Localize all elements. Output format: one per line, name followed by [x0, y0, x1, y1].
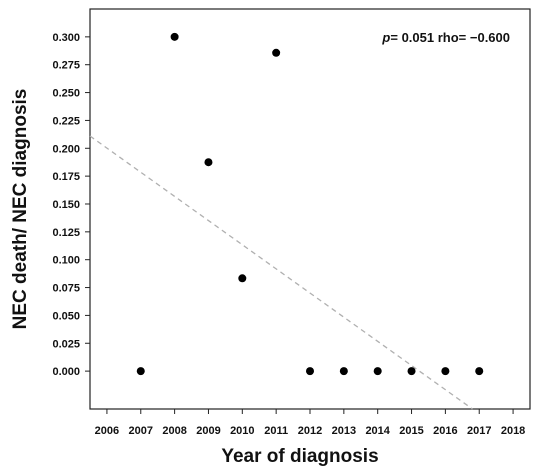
x-axis: 2006 2007 2008 2009 2010 2011 2012 2013 2014 2015…: [95, 409, 525, 437]
x-tick-label: 2018: [501, 425, 525, 437]
x-tick-label: 2012: [298, 425, 322, 437]
trend-line: [89, 135, 473, 410]
y-tick-label: 0.100: [52, 255, 80, 267]
data-point: [339, 367, 348, 376]
data-point: [136, 367, 145, 376]
y-tick-label: 0.025: [52, 338, 80, 350]
x-tick-label: 2017: [467, 425, 491, 437]
plot-frame: [89, 8, 531, 410]
stats-annotation: p= 0.051 rho= −0.600: [381, 30, 510, 45]
data-point: [441, 367, 450, 376]
x-tick-label: 2006: [95, 425, 119, 437]
plot-area: [89, 8, 531, 410]
y-tick-label: 0.275: [52, 60, 80, 72]
p-symbol: p: [381, 30, 390, 45]
stats-text: = 0.051 rho= −0.600: [390, 30, 510, 45]
x-tick-label: 2007: [129, 425, 153, 437]
data-points: [136, 32, 484, 376]
y-axis-title: NEC death/ NEC diagnosis: [10, 89, 31, 330]
x-tick-label: 2014: [365, 425, 390, 437]
data-point: [204, 158, 213, 167]
data-point: [272, 48, 281, 57]
x-axis-title: Year of diagnosis: [221, 446, 378, 467]
y-tick-label: 0.175: [52, 171, 80, 183]
data-point: [306, 367, 314, 376]
x-tick-label: 2016: [433, 425, 457, 437]
x-tick-label: 2008: [162, 425, 186, 437]
y-axis: 0.000 0.025 0.050 0.075 0.100 0.125 0.150 0.175…: [52, 32, 90, 378]
x-tick-label: 2011: [264, 425, 288, 437]
y-tick-label: 0.200: [52, 143, 80, 155]
y-tick-label: 0.250: [52, 88, 80, 100]
data-point: [475, 367, 484, 376]
y-tick-label: 0.225: [52, 115, 80, 127]
y-tick-label: 0.125: [52, 227, 80, 239]
x-tick-label: 2013: [332, 425, 356, 437]
x-tick-label: 2009: [196, 425, 220, 437]
data-point: [170, 32, 179, 41]
data-point: [407, 367, 416, 376]
y-tick-label: 0.075: [52, 283, 80, 295]
trendline-layer: [89, 135, 473, 410]
y-tick-label: 0.000: [52, 366, 80, 378]
y-tick-label: 0.150: [52, 199, 80, 211]
data-point: [238, 274, 247, 283]
y-tick-label: 0.300: [52, 32, 80, 44]
x-tick-label: 2010: [230, 425, 254, 437]
x-tick-label: 2015: [399, 425, 423, 437]
data-point: [373, 367, 382, 376]
y-tick-label: 0.050: [52, 310, 80, 322]
